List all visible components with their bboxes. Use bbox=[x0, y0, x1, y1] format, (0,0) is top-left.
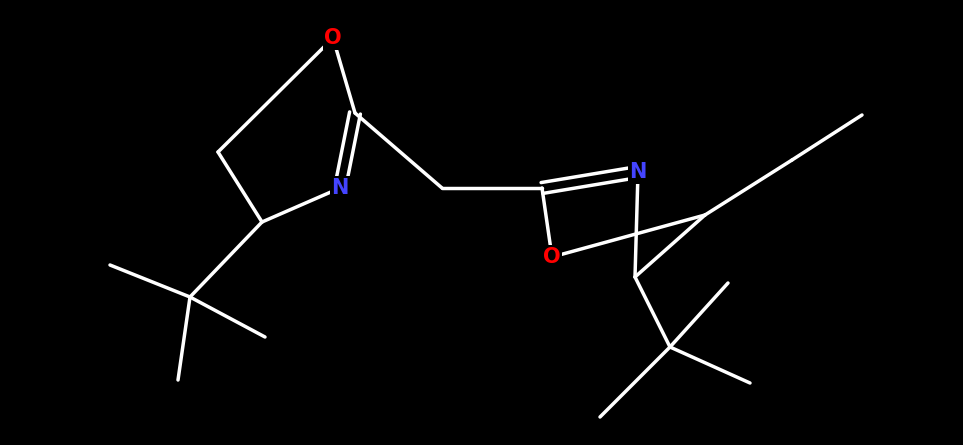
Text: N: N bbox=[331, 178, 349, 198]
Text: O: O bbox=[325, 28, 342, 48]
Text: O: O bbox=[543, 247, 560, 267]
Text: N: N bbox=[629, 162, 647, 182]
